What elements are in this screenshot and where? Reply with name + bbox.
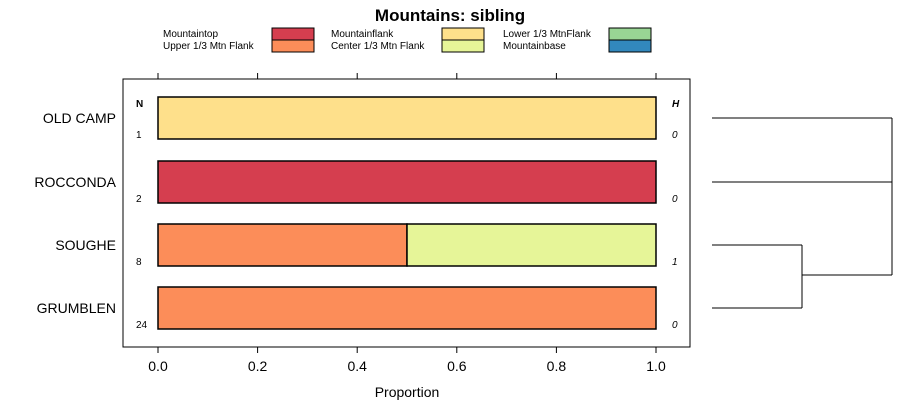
legend-swatch bbox=[271, 39, 315, 53]
legend-item-mountainflank: Mountainflank bbox=[331, 27, 485, 41]
h-header: H bbox=[672, 99, 680, 110]
legend-label: Mountaintop bbox=[163, 29, 218, 40]
n-value: 1 bbox=[136, 130, 142, 141]
legend-swatch bbox=[441, 39, 485, 53]
bar-row-rocconda: ROCCONDA 2 0 bbox=[34, 160, 678, 205]
dendrogram bbox=[712, 117, 893, 309]
bar-segment-mountaintop bbox=[157, 160, 657, 204]
legend-swatch bbox=[271, 27, 315, 41]
legend-item-mountainbase: Mountainbase bbox=[503, 39, 652, 53]
n-header: N bbox=[136, 99, 143, 110]
x-tick-label: 0.4 bbox=[347, 358, 367, 374]
h-value: 0 bbox=[672, 130, 678, 141]
legend-item-lower-1-3-mtnflank: Lower 1/3 MtnFlank bbox=[503, 27, 652, 41]
legend-label: Lower 1/3 MtnFlank bbox=[503, 29, 592, 40]
x-tick-label: 0.8 bbox=[547, 358, 567, 374]
chart-title: Mountains: sibling bbox=[375, 6, 525, 25]
bar-segment-upper-1-3-mtn-flank bbox=[157, 286, 657, 330]
plot-frame bbox=[122, 78, 691, 348]
n-value: 2 bbox=[136, 194, 142, 205]
bar-row-soughe: SOUGHE 8 1 bbox=[55, 223, 678, 268]
category-label: SOUGHE bbox=[55, 237, 116, 253]
bar-segment-upper-1-3-mtn-flank bbox=[157, 223, 408, 267]
x-axis: 0.0 0.2 0.4 0.6 0.8 1.0 bbox=[148, 73, 666, 374]
x-tick-label: 0.2 bbox=[248, 358, 268, 374]
x-tick-label: 0.0 bbox=[148, 358, 168, 374]
legend-item-upper-1-3-mtn-flank: Upper 1/3 Mtn Flank bbox=[163, 39, 315, 53]
legend-swatch bbox=[608, 27, 652, 41]
legend-swatch bbox=[608, 39, 652, 53]
category-label: GRUMBLEN bbox=[37, 300, 116, 316]
legend-label: Center 1/3 Mtn Flank bbox=[331, 41, 425, 52]
bar-segment-center-1-3-mtn-flank bbox=[406, 223, 657, 267]
bar-row-grumblen: GRUMBLEN 24 0 bbox=[37, 286, 678, 331]
n-value: 24 bbox=[136, 320, 148, 331]
bar-segment-mountainflank bbox=[157, 96, 657, 140]
n-value: 8 bbox=[136, 257, 142, 268]
legend-label: Mountainbase bbox=[503, 41, 566, 52]
legend-swatch bbox=[441, 27, 485, 41]
x-axis-label: Proportion bbox=[375, 384, 440, 400]
category-label: ROCCONDA bbox=[34, 174, 116, 190]
h-value: 0 bbox=[672, 194, 678, 205]
x-tick-label: 1.0 bbox=[646, 358, 666, 374]
legend-label: Mountainflank bbox=[331, 29, 394, 40]
h-value: 1 bbox=[672, 257, 678, 268]
h-value: 0 bbox=[672, 320, 678, 331]
legend-label: Upper 1/3 Mtn Flank bbox=[163, 41, 255, 52]
category-label: OLD CAMP bbox=[43, 110, 116, 126]
bars-group: OLD CAMP 1 0 ROCCONDA 2 0 SOUGHE 8 1 GRUMBLEN 24 0 bbox=[34, 96, 678, 331]
bar-row-old-camp: OLD CAMP 1 0 bbox=[43, 96, 678, 141]
x-tick-label: 0.6 bbox=[447, 358, 467, 374]
legend-item-center-1-3-mtn-flank: Center 1/3 Mtn Flank bbox=[331, 39, 485, 53]
legend-item-mountaintop: Mountaintop bbox=[163, 27, 315, 41]
